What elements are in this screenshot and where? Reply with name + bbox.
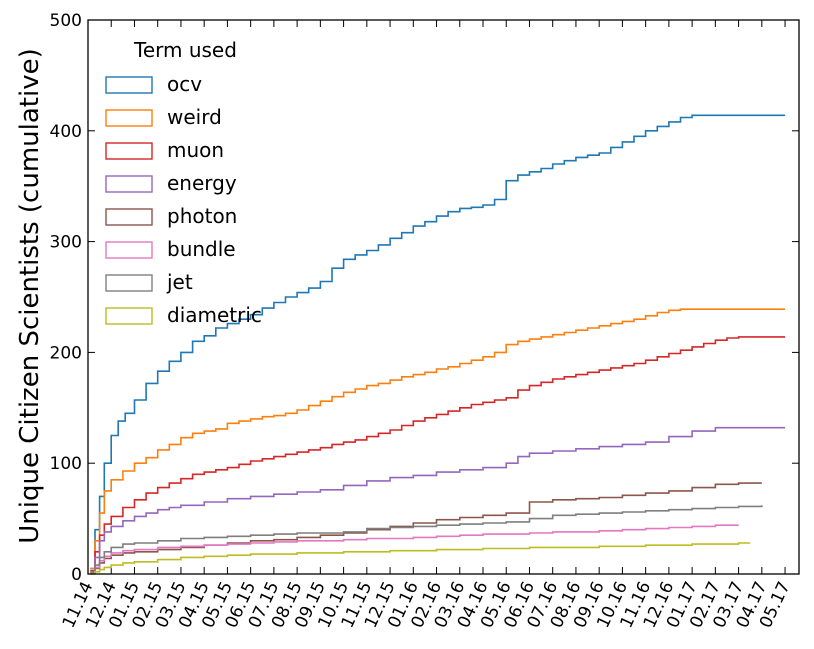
series-line-bundle bbox=[90, 524, 739, 574]
y-tick-label: 200 bbox=[50, 343, 82, 363]
legend-swatch-diametric bbox=[105, 307, 153, 325]
x-ticks: 11.1412.1401.1502.1503.1504.1505.1506.15… bbox=[59, 20, 795, 631]
legend-swatch-jet bbox=[105, 274, 153, 292]
y-tick-label: 0 bbox=[71, 565, 82, 585]
legend-label: photon bbox=[167, 204, 237, 228]
series-lines bbox=[90, 114, 786, 575]
legend-label: weird bbox=[167, 105, 222, 129]
series-line-weird bbox=[90, 308, 786, 570]
series-line-energy bbox=[90, 426, 786, 573]
series-line-jet bbox=[90, 505, 763, 574]
legend-title: Term used bbox=[133, 38, 237, 62]
legend-label: bundle bbox=[167, 237, 236, 261]
legend-swatch-photon bbox=[105, 208, 153, 226]
legend-label: muon bbox=[167, 138, 224, 162]
series-line-photon bbox=[90, 482, 762, 574]
series-line-ocv bbox=[90, 114, 786, 570]
y-ticks: 0 100 200 300 400 500 bbox=[50, 11, 799, 585]
y-axis-label: Unique Citizen Scientists (cumulative) bbox=[15, 48, 45, 543]
legend-swatch-weird bbox=[105, 109, 153, 127]
legend: Term used ocv weird muon energy photon bundle… bbox=[105, 38, 262, 327]
legend-label: diametric bbox=[167, 303, 262, 327]
y-tick-label: 100 bbox=[50, 454, 82, 474]
series-line-muon bbox=[90, 336, 786, 572]
plot-area-frame bbox=[87, 19, 800, 575]
legend-swatch-bundle bbox=[105, 241, 153, 259]
legend-label: ocv bbox=[167, 72, 202, 96]
legend-label: energy bbox=[167, 171, 237, 195]
legend-label: jet bbox=[166, 270, 193, 294]
series-line-diametric bbox=[90, 542, 751, 575]
legend-swatch-ocv bbox=[105, 76, 153, 94]
legend-swatch-muon bbox=[105, 142, 153, 160]
y-tick-label: 500 bbox=[50, 11, 82, 31]
legend-swatch-energy bbox=[105, 175, 153, 193]
y-tick-label: 400 bbox=[50, 122, 82, 142]
y-tick-label: 300 bbox=[50, 233, 82, 253]
